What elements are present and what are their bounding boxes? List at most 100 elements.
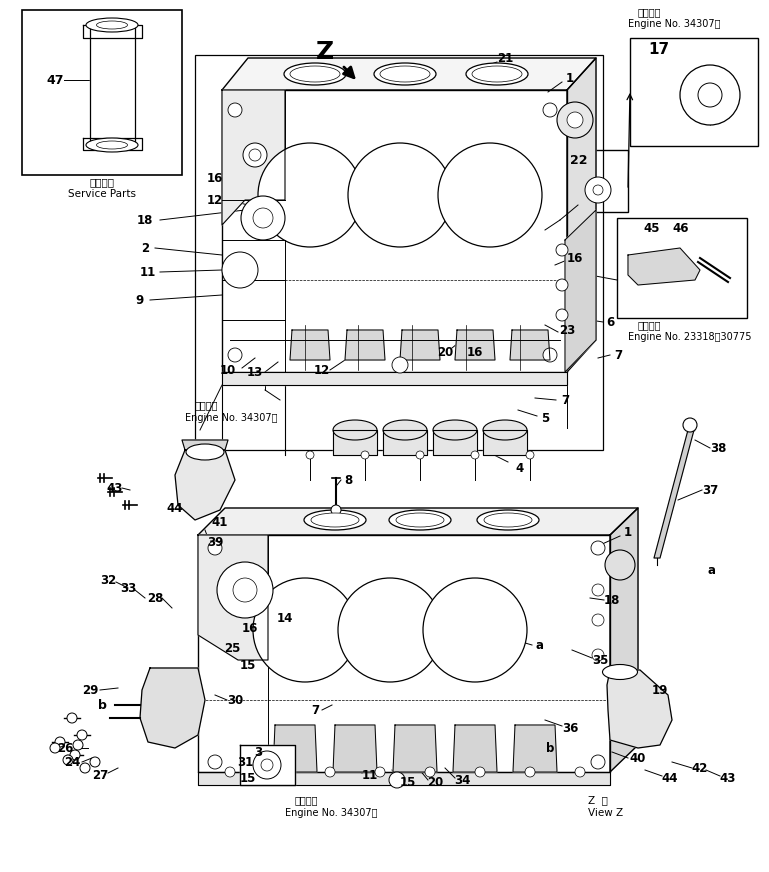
- Text: Engine No. 34307～: Engine No. 34307～: [285, 808, 378, 818]
- Circle shape: [375, 767, 385, 777]
- Circle shape: [222, 252, 258, 288]
- Circle shape: [592, 614, 604, 626]
- Text: 25: 25: [224, 642, 240, 655]
- Bar: [617, 218, 747, 318]
- Text: 28: 28: [147, 591, 163, 604]
- Text: 40: 40: [630, 752, 646, 765]
- Circle shape: [258, 143, 362, 247]
- Polygon shape: [455, 330, 495, 360]
- Bar: [22, 10, 182, 175]
- Circle shape: [261, 759, 273, 771]
- Circle shape: [253, 751, 281, 779]
- Circle shape: [228, 103, 242, 117]
- Text: 39: 39: [207, 535, 223, 548]
- Circle shape: [275, 767, 285, 777]
- Polygon shape: [273, 725, 317, 772]
- Circle shape: [70, 750, 80, 760]
- Circle shape: [416, 451, 424, 459]
- Circle shape: [591, 755, 605, 769]
- Circle shape: [592, 649, 604, 661]
- Text: 10: 10: [220, 364, 236, 377]
- Polygon shape: [222, 58, 596, 90]
- Circle shape: [556, 244, 568, 256]
- Circle shape: [593, 185, 603, 195]
- Polygon shape: [607, 670, 672, 748]
- Text: 適用号機: 適用号機: [295, 795, 318, 805]
- Text: 36: 36: [562, 721, 578, 734]
- Polygon shape: [222, 372, 567, 385]
- Polygon shape: [222, 90, 567, 372]
- Circle shape: [526, 451, 534, 459]
- Text: 43: 43: [720, 772, 736, 785]
- Circle shape: [348, 143, 452, 247]
- Text: Engine No. 34307～: Engine No. 34307～: [628, 19, 721, 29]
- Text: 35: 35: [592, 653, 608, 666]
- Circle shape: [63, 755, 73, 765]
- Circle shape: [438, 143, 542, 247]
- Text: 17: 17: [648, 43, 669, 58]
- Circle shape: [591, 541, 605, 555]
- Polygon shape: [198, 535, 268, 660]
- Circle shape: [471, 451, 479, 459]
- Text: 適用号機: 適用号機: [195, 400, 218, 410]
- Text: 3: 3: [254, 746, 262, 759]
- Text: 45: 45: [643, 221, 660, 235]
- Circle shape: [217, 562, 273, 618]
- Circle shape: [556, 309, 568, 321]
- Circle shape: [475, 767, 485, 777]
- Polygon shape: [383, 430, 427, 455]
- Text: Service Parts: Service Parts: [68, 189, 136, 199]
- Circle shape: [233, 578, 257, 602]
- Circle shape: [389, 772, 405, 788]
- Bar: [195, 55, 603, 450]
- Text: 14: 14: [277, 611, 293, 624]
- Circle shape: [592, 584, 604, 596]
- Circle shape: [50, 743, 60, 753]
- Polygon shape: [345, 330, 385, 360]
- Text: 16: 16: [467, 345, 483, 358]
- Text: 12: 12: [314, 364, 330, 377]
- Circle shape: [73, 740, 83, 750]
- Polygon shape: [333, 430, 377, 455]
- Polygon shape: [400, 330, 440, 360]
- Polygon shape: [182, 440, 228, 450]
- Text: Z  視: Z 視: [588, 795, 608, 805]
- Circle shape: [698, 83, 722, 107]
- Polygon shape: [290, 330, 330, 360]
- Polygon shape: [628, 248, 700, 285]
- Circle shape: [361, 451, 369, 459]
- Circle shape: [605, 550, 635, 580]
- Text: 22: 22: [570, 153, 588, 167]
- Ellipse shape: [389, 510, 451, 530]
- Circle shape: [253, 578, 357, 682]
- Polygon shape: [565, 210, 596, 372]
- Text: 42: 42: [692, 761, 708, 774]
- Ellipse shape: [472, 66, 522, 82]
- Bar: [560, 150, 628, 212]
- Polygon shape: [483, 430, 527, 455]
- Polygon shape: [240, 745, 295, 785]
- Circle shape: [338, 578, 442, 682]
- Text: 18: 18: [137, 214, 153, 227]
- Text: 16: 16: [241, 622, 258, 635]
- Text: a: a: [708, 563, 716, 576]
- Text: 16: 16: [207, 172, 223, 185]
- Text: b: b: [98, 698, 106, 712]
- Ellipse shape: [304, 510, 366, 530]
- Text: 33: 33: [120, 582, 136, 595]
- Text: 1: 1: [624, 526, 632, 539]
- Circle shape: [208, 541, 222, 555]
- Text: 29: 29: [82, 684, 98, 697]
- Text: 11: 11: [362, 768, 378, 781]
- Circle shape: [55, 737, 65, 747]
- Circle shape: [575, 767, 585, 777]
- Text: 8: 8: [344, 473, 352, 487]
- Polygon shape: [393, 725, 437, 772]
- Circle shape: [208, 755, 222, 769]
- Text: 5: 5: [541, 412, 549, 425]
- Text: 43: 43: [107, 481, 123, 494]
- Text: 23: 23: [559, 324, 575, 337]
- Polygon shape: [222, 90, 285, 225]
- Circle shape: [567, 112, 583, 128]
- Text: a: a: [536, 638, 544, 651]
